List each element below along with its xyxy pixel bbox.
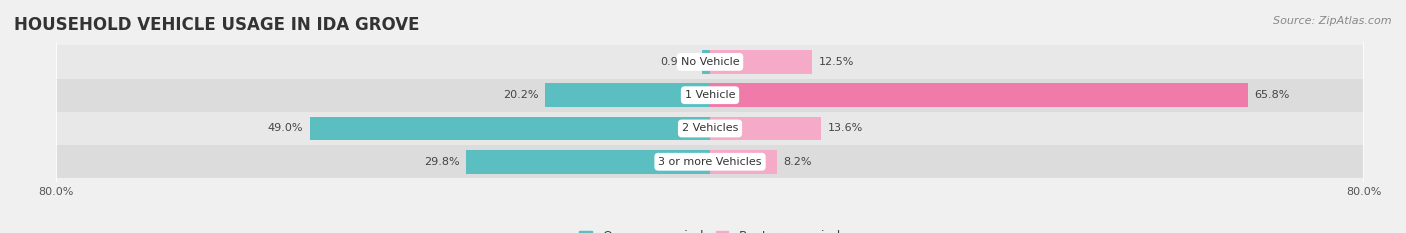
Bar (56, 45, 1364, 79)
Bar (703, 50, 710, 74)
Bar (710, 50, 813, 74)
Text: 20.2%: 20.2% (503, 90, 538, 100)
Text: 1 Vehicle: 1 Vehicle (685, 90, 735, 100)
Text: No Vehicle: No Vehicle (681, 57, 740, 67)
Bar (56, 145, 1364, 178)
Bar (56, 112, 1364, 145)
Text: 49.0%: 49.0% (267, 123, 304, 134)
Bar (710, 83, 1247, 107)
Text: 65.8%: 65.8% (1254, 90, 1289, 100)
Legend: Owner-occupied, Renter-occupied: Owner-occupied, Renter-occupied (575, 225, 845, 233)
Bar (710, 116, 821, 140)
Text: HOUSEHOLD VEHICLE USAGE IN IDA GROVE: HOUSEHOLD VEHICLE USAGE IN IDA GROVE (14, 16, 419, 34)
Text: 29.8%: 29.8% (425, 157, 460, 167)
Text: 12.5%: 12.5% (818, 57, 853, 67)
Bar (56, 79, 1364, 112)
Text: 8.2%: 8.2% (783, 157, 813, 167)
Bar (546, 83, 710, 107)
Text: 3 or more Vehicles: 3 or more Vehicles (658, 157, 762, 167)
Text: 13.6%: 13.6% (828, 123, 863, 134)
Bar (710, 150, 778, 174)
Text: 2 Vehicles: 2 Vehicles (682, 123, 738, 134)
Bar (467, 150, 710, 174)
Text: Source: ZipAtlas.com: Source: ZipAtlas.com (1274, 16, 1392, 26)
Bar (309, 116, 710, 140)
Text: 0.93%: 0.93% (661, 57, 696, 67)
